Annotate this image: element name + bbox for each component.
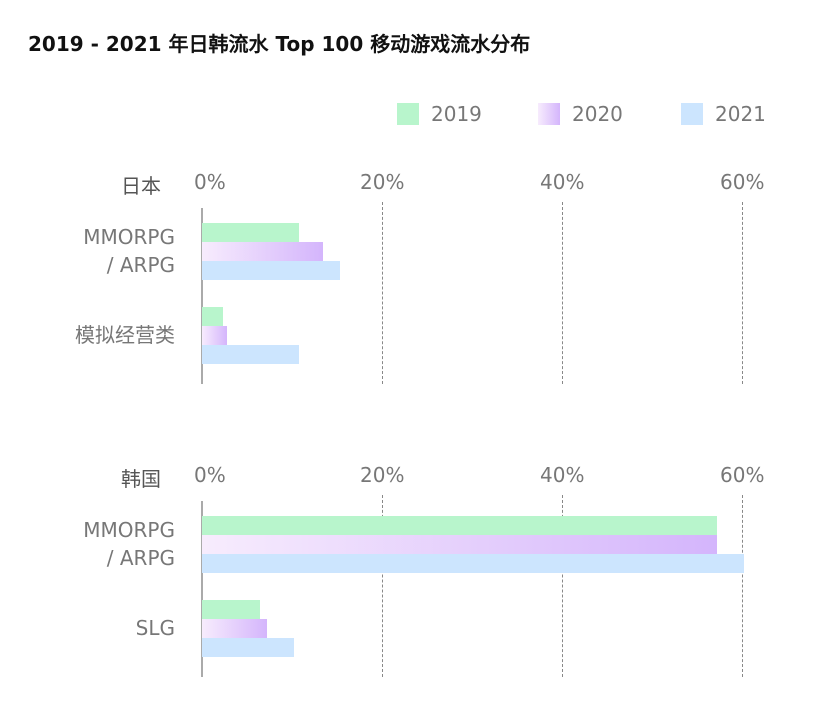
x-tick-label: 0% bbox=[194, 463, 226, 487]
category-label: 模拟经营类 bbox=[0, 321, 175, 349]
legend-swatch bbox=[681, 103, 703, 125]
category-label: SLG bbox=[0, 614, 175, 642]
legend-swatch bbox=[397, 103, 419, 125]
category-label-line: MMORPG bbox=[83, 225, 175, 249]
bar-2020 bbox=[202, 326, 228, 345]
y-axis-line bbox=[201, 501, 203, 677]
category-label-line: SLG bbox=[135, 616, 175, 640]
bar-2020 bbox=[202, 535, 717, 554]
category-label: MMORPG / ARPG bbox=[0, 223, 175, 279]
bar-2021 bbox=[202, 554, 744, 573]
legend-label: 2021 bbox=[715, 102, 766, 126]
bar-2019 bbox=[202, 307, 223, 326]
x-tick-label: 60% bbox=[720, 170, 765, 194]
x-tick-label: 0% bbox=[194, 170, 226, 194]
category-label: MMORPG / ARPG bbox=[0, 516, 175, 572]
legend-swatch bbox=[538, 103, 560, 125]
panel-label: 韩国 bbox=[121, 467, 161, 491]
bar-2021 bbox=[202, 345, 300, 364]
gridline bbox=[382, 202, 383, 384]
gridline bbox=[742, 495, 743, 677]
x-tick-label: 40% bbox=[540, 170, 585, 194]
panel-label: 日本 bbox=[121, 174, 161, 198]
category-label-line: 模拟经营类 bbox=[75, 323, 175, 347]
x-tick-label: 20% bbox=[360, 170, 405, 194]
bar-2020 bbox=[202, 619, 267, 638]
bar-2019 bbox=[202, 516, 717, 535]
gridline bbox=[742, 202, 743, 384]
gridline bbox=[562, 495, 563, 677]
y-axis-line bbox=[201, 208, 203, 384]
legend-label: 2019 bbox=[431, 102, 482, 126]
x-tick-label: 20% bbox=[360, 463, 405, 487]
legend-item-2020: 2020 bbox=[538, 102, 623, 126]
legend-item-2021: 2021 bbox=[681, 102, 766, 126]
bar-2019 bbox=[202, 223, 300, 242]
bar-2019 bbox=[202, 600, 260, 619]
gridline bbox=[562, 202, 563, 384]
x-tick-label: 40% bbox=[540, 463, 585, 487]
gridline bbox=[382, 495, 383, 677]
bar-2021 bbox=[202, 638, 294, 657]
category-label-line: / ARPG bbox=[106, 546, 175, 570]
chart-title: 2019 - 2021 年日韩流水 Top 100 移动游戏流水分布 bbox=[28, 32, 531, 56]
bar-2020 bbox=[202, 242, 323, 261]
legend-label: 2020 bbox=[572, 102, 623, 126]
x-tick-label: 60% bbox=[720, 463, 765, 487]
bar-2021 bbox=[202, 261, 340, 280]
legend-item-2019: 2019 bbox=[397, 102, 482, 126]
category-label-line: / ARPG bbox=[106, 253, 175, 277]
category-label-line: MMORPG bbox=[83, 518, 175, 542]
